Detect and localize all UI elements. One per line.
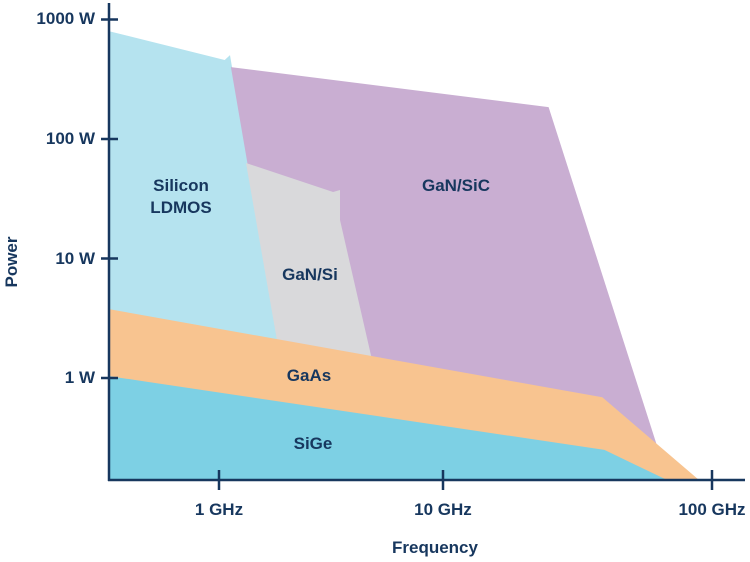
y-tick-label-1w: 1 W [64,368,95,387]
region-silicon-ldmos [108,31,278,381]
region-label-silicon-line2: LDMOS [150,198,212,217]
x-tick-label-1ghz: 1 GHz [194,500,244,519]
region-label-gan-sic: GaN/SiC [421,176,491,195]
region-label-silicon-ldmos: Silicon LDMOS [150,175,211,219]
x-tick-label-10ghz: 10 GHz [414,500,472,519]
region-label-silicon-line1: Silicon [153,176,209,195]
region-label-gaas: GaAs [286,366,332,385]
regions-layer [108,31,699,480]
axes-layer [101,3,745,490]
region-sige [108,376,668,480]
y-tick-label-1000w: 1000 W [36,9,95,28]
x-tick-label-100ghz: 100 GHz [678,500,746,519]
region-label-sige: SiGe [293,434,333,453]
region-gan-si [246,163,372,360]
region-label-gan-si: GaN/Si [282,265,338,284]
y-axis-title: Power [2,236,21,288]
y-tick-label-100w: 100 W [45,129,95,148]
x-axis-title: Frequency [392,538,478,557]
y-tick-label-10w: 10 W [55,249,95,268]
